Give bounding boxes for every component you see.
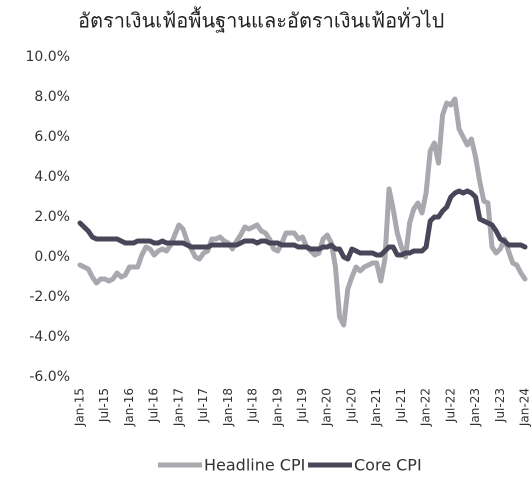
y-tick-label: 4.0% — [34, 169, 70, 185]
x-tick-label: Jan-21 — [369, 388, 383, 427]
x-tick-label: Jul-16 — [147, 388, 161, 423]
y-tick-label: 2.0% — [34, 209, 70, 225]
x-tick-label: Jan-19 — [270, 388, 284, 427]
x-tick-label: Jul-20 — [344, 388, 358, 423]
x-tick-label: Jul-19 — [295, 388, 309, 423]
x-tick-label: Jan-23 — [468, 388, 482, 427]
y-tick-label: 0.0% — [34, 249, 70, 265]
x-tick-label: Jul-23 — [493, 388, 507, 423]
x-tick-label: Jan-20 — [320, 388, 334, 427]
y-tick-label: 10.0% — [26, 49, 70, 65]
series-line — [77, 188, 528, 262]
legend-label: Headline CPI — [204, 456, 305, 475]
x-tick-label: Jul-15 — [97, 388, 111, 423]
x-tick-label: Jan-16 — [122, 388, 136, 427]
y-tick-label: -6.0% — [29, 369, 70, 385]
x-tick-label: Jul-22 — [443, 388, 457, 423]
x-tick-label: Jan-24 — [518, 388, 532, 427]
x-tick-label: Jul-21 — [394, 388, 408, 423]
y-tick-label: 8.0% — [34, 89, 70, 105]
x-tick-label: Jan-15 — [73, 388, 87, 427]
x-tick-label: Jan-17 — [171, 388, 185, 427]
y-tick-label: -4.0% — [29, 329, 70, 345]
x-tick-label: Jul-18 — [246, 388, 260, 423]
x-tick-label: Jan-18 — [221, 388, 235, 427]
x-tick-label: Jan-22 — [419, 388, 433, 427]
legend-label: Core CPI — [354, 456, 422, 475]
chart-title: อัตราเงินเฟ้อพื้นฐานและอัตราเงินเฟ้อทั่ว… — [78, 7, 444, 33]
series-line — [77, 96, 528, 328]
y-tick-label: 6.0% — [34, 129, 70, 145]
x-tick-label: Jul-17 — [196, 388, 210, 423]
y-tick-label: -2.0% — [29, 289, 70, 305]
